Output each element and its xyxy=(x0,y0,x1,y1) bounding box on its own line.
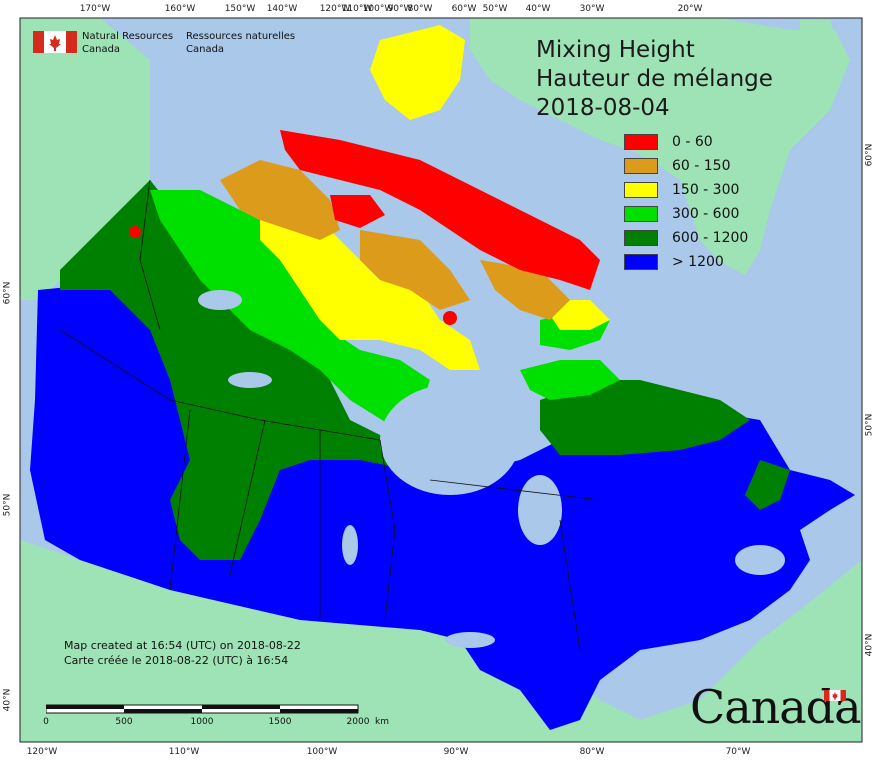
graticule-label-top: 110°W xyxy=(341,4,373,14)
zone-60-150-baffin xyxy=(480,260,570,320)
scale-tick-label: 2000 xyxy=(346,717,370,727)
graticule-label-top: 80°W xyxy=(407,4,433,14)
great-bear-lake xyxy=(198,290,242,310)
graticule-label-top: 90°W xyxy=(387,4,413,14)
title-en: Mixing Height xyxy=(536,37,695,63)
zone-60-150 xyxy=(220,160,340,240)
graticule-label-top: 50°W xyxy=(482,4,508,14)
graticule-label-top: 120°W xyxy=(319,4,351,14)
title-fr: Hauteur de mélange xyxy=(536,66,773,92)
graticule-label-left: 60°N xyxy=(2,281,13,305)
legend-swatch xyxy=(624,230,658,246)
zone-0-60-spot-yukon xyxy=(129,226,141,238)
legend-item: 150 - 300 xyxy=(624,180,804,204)
graticule-label-right: 40°N xyxy=(864,633,875,657)
scale-tick-label: 1500 xyxy=(268,717,292,727)
graticule-label-top: 140°W xyxy=(266,4,298,14)
graticule-label-top: 160°W xyxy=(164,4,196,14)
wordmark-flag-icon xyxy=(824,690,846,701)
graticule-label-right: 60°N xyxy=(864,143,875,167)
zone-600-1200-nfld xyxy=(745,460,790,510)
zone-0-60-spot-central xyxy=(443,311,457,325)
usa-landmass xyxy=(20,540,862,742)
scale-tick-label: 0 xyxy=(43,717,49,727)
lake-superior xyxy=(445,632,495,648)
graticule-label-top: 60°W xyxy=(451,4,477,14)
map-credit: Map created at 16:54 (UTC) on 2018-08-22… xyxy=(64,638,301,668)
graticule-label-top: 170°W xyxy=(79,4,111,14)
legend-swatch xyxy=(624,158,658,174)
scale-unit-label: km xyxy=(375,717,389,727)
zone-600-1200-east xyxy=(540,380,750,455)
graticule-label-bottom: 110°W xyxy=(168,747,200,757)
legend-swatch xyxy=(624,134,658,150)
legend-item: 60 - 150 xyxy=(624,156,804,180)
agency-name-fr: Ressources naturelles Canada xyxy=(186,30,295,56)
gulf-st-lawrence xyxy=(735,545,785,575)
legend: 0 - 60 60 - 150 150 - 300 300 - 600 600 … xyxy=(624,132,804,276)
agency-fr-line1: Ressources naturelles xyxy=(186,31,296,42)
great-slave-lake xyxy=(228,372,272,388)
zone-0-60 xyxy=(280,130,600,290)
agency-fr-line2: Canada xyxy=(186,44,225,55)
graticule-label-bottom: 70°W xyxy=(725,747,751,757)
graticule-label-top: 100°W xyxy=(362,4,394,14)
legend-label: 300 - 600 xyxy=(672,206,740,222)
graticule-label-left: 40°N xyxy=(2,688,13,712)
legend-swatch xyxy=(624,182,658,198)
graticule-label-top: 40°W xyxy=(525,4,551,14)
legend-swatch xyxy=(624,206,658,222)
canada-flag-icon xyxy=(33,31,77,53)
legend-item: > 1200 xyxy=(624,252,804,276)
agency-en-line1: Natural Resources xyxy=(82,31,174,42)
legend-label: > 1200 xyxy=(672,254,724,270)
agency-en-line2: Canada xyxy=(82,44,121,55)
legend-label: 60 - 150 xyxy=(672,158,731,174)
credit-fr: Carte créée le 2018-08-22 (UTC) à 16:54 xyxy=(64,654,289,667)
zone-150-300-ellesmere xyxy=(370,25,465,120)
alaska-landmass xyxy=(20,18,150,300)
graticule-label-top: 20°W xyxy=(677,4,703,14)
graticule-label-bottom: 100°W xyxy=(306,747,338,757)
greenland-landmass xyxy=(470,18,850,275)
credit-en: Map created at 16:54 (UTC) on 2018-08-22 xyxy=(64,639,301,652)
map-title: Mixing Height Hauteur de mélange 2018-08… xyxy=(536,36,773,123)
map-frame-border xyxy=(19,17,863,743)
canada-wordmark: Canada xyxy=(690,680,862,734)
graticule-label-top: 150°W xyxy=(224,4,256,14)
legend-label: 600 - 1200 xyxy=(672,230,749,246)
zone-0-60-island xyxy=(330,195,385,228)
legend-item: 300 - 600 xyxy=(624,204,804,228)
zone-600-1200 xyxy=(60,180,410,560)
scale-bar-graphic xyxy=(46,704,359,714)
zone-60-150-central xyxy=(360,230,470,310)
graticule-label-left: 50°N xyxy=(2,493,13,517)
scale-bar: 0 500 1000 1500 2000 km xyxy=(42,703,389,733)
legend-item: 600 - 1200 xyxy=(624,228,804,252)
legend-item: 0 - 60 xyxy=(624,132,804,156)
james-bay xyxy=(518,475,562,545)
title-date: 2018-08-04 xyxy=(536,95,670,121)
scale-tick-label: 1000 xyxy=(190,717,214,727)
graticule-label-bottom: 120°W xyxy=(26,747,58,757)
graticule-label-right: 50°N xyxy=(864,413,875,437)
lake-winnipeg xyxy=(342,525,358,565)
legend-label: 0 - 60 xyxy=(672,134,713,150)
graticule-label-bottom: 80°W xyxy=(579,747,605,757)
graticule-label-top: 30°W xyxy=(579,4,605,14)
zone-150-300 xyxy=(260,210,480,370)
legend-swatch xyxy=(624,254,658,270)
graticule-label-bottom: 90°W xyxy=(443,747,469,757)
hudson-bay xyxy=(380,385,520,495)
zone-300-600-east xyxy=(520,360,620,400)
legend-label: 150 - 300 xyxy=(672,182,740,198)
zone-300-600 xyxy=(150,190,430,425)
scale-tick-label: 500 xyxy=(115,717,133,727)
zone-over-1200 xyxy=(30,280,855,730)
provincial-borders xyxy=(59,179,601,651)
agency-name-en: Natural Resources Canada xyxy=(82,30,173,56)
iceland-landmass xyxy=(800,20,836,55)
